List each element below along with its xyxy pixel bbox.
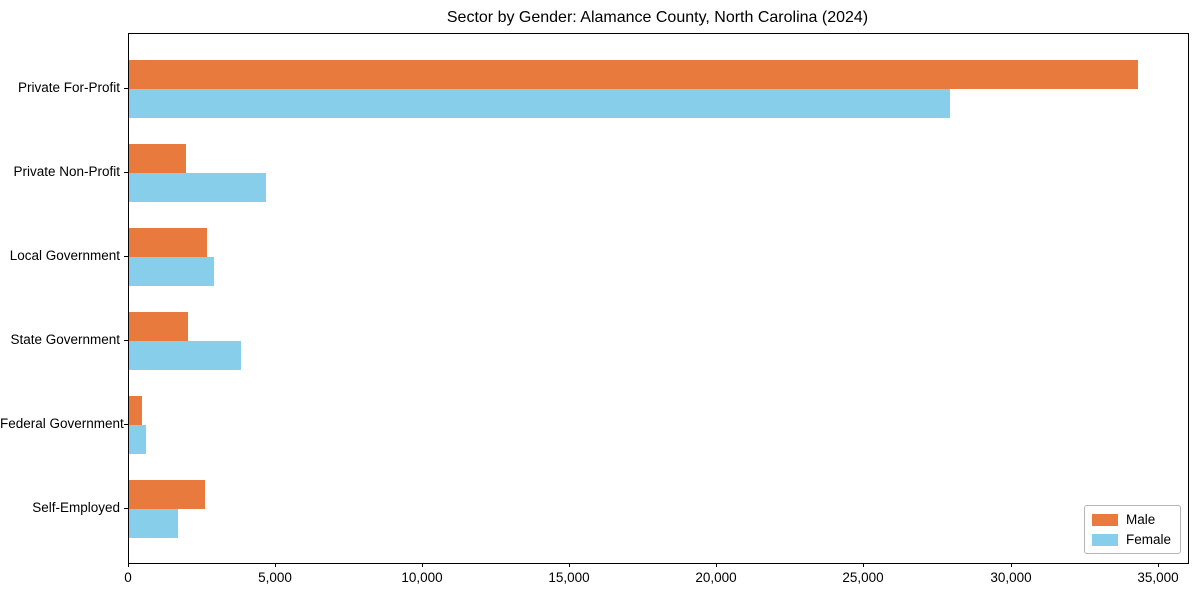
- legend-swatch-male: [1091, 513, 1118, 526]
- bar-male-1: [129, 144, 186, 173]
- y-tick-mark: [124, 256, 128, 257]
- x-tick-label: 5,000: [258, 570, 292, 585]
- y-tick-mark: [124, 424, 128, 425]
- y-tick-label: Local Government: [9, 248, 120, 263]
- legend-swatch-female: [1091, 533, 1118, 546]
- legend-label: Female: [1125, 532, 1171, 547]
- y-tick-label: Private For-Profit: [17, 80, 120, 95]
- bar-male-2: [129, 228, 207, 257]
- legend-item-female: Female: [1091, 531, 1171, 548]
- x-tick-label: 10,000: [401, 570, 443, 585]
- x-tick-label: 25,000: [842, 570, 884, 585]
- y-tick-mark: [124, 172, 128, 173]
- x-tick-mark: [128, 563, 129, 567]
- legend-label: Male: [1125, 512, 1156, 527]
- y-tick-label: State Government: [10, 332, 120, 347]
- bar-female-3: [129, 341, 241, 370]
- x-tick-mark: [863, 563, 864, 567]
- bar-male-0: [129, 60, 1138, 89]
- y-tick-label: Federal Government: [0, 416, 124, 431]
- x-tick-label: 35,000: [1137, 570, 1179, 585]
- bars-layer: [129, 34, 1188, 563]
- bar-male-4: [129, 396, 142, 425]
- plot-area: Male Female: [128, 33, 1189, 564]
- bar-female-4: [129, 425, 146, 454]
- bar-female-0: [129, 89, 950, 118]
- x-tick-mark: [275, 563, 276, 567]
- bar-male-5: [129, 480, 205, 509]
- legend-item-male: Male: [1091, 511, 1171, 528]
- y-tick-label: Private Non-Profit: [13, 164, 120, 179]
- bar-male-3: [129, 312, 188, 341]
- x-tick-mark: [1158, 563, 1159, 567]
- y-tick-mark: [124, 508, 128, 509]
- x-tick-label: 15,000: [548, 570, 590, 585]
- x-tick-mark: [422, 563, 423, 567]
- x-tick-mark: [1011, 563, 1012, 567]
- y-tick-label: Self-Employed: [32, 500, 120, 515]
- x-tick-label: 30,000: [990, 570, 1032, 585]
- y-tick-mark: [124, 340, 128, 341]
- bar-female-1: [129, 173, 266, 202]
- legend: Male Female: [1083, 505, 1181, 554]
- x-tick-mark: [716, 563, 717, 567]
- x-tick-mark: [569, 563, 570, 567]
- x-tick-label: 20,000: [695, 570, 737, 585]
- bar-female-5: [129, 509, 178, 538]
- x-tick-label: 0: [124, 570, 132, 585]
- chart-title: Sector by Gender: Alamance County, North…: [446, 9, 869, 26]
- bar-female-2: [129, 257, 214, 286]
- y-tick-mark: [124, 88, 128, 89]
